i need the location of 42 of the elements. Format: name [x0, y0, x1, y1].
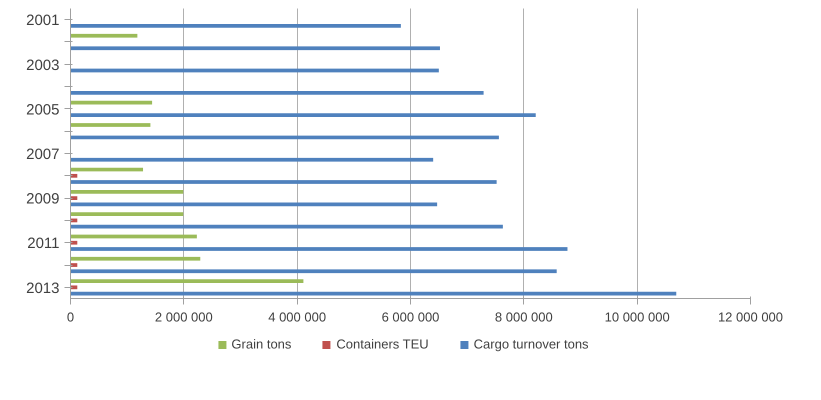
bar — [70, 190, 184, 194]
bar — [70, 234, 197, 238]
x-tick-label: 0 — [66, 310, 74, 324]
legend-label: Containers TEU — [336, 336, 429, 352]
bar — [70, 218, 78, 222]
bar — [70, 292, 676, 296]
bar — [70, 123, 150, 127]
y-tick-label: 2009 — [26, 190, 60, 208]
y-tick-label: 2001 — [26, 12, 60, 30]
bar — [70, 269, 557, 274]
x-tick-label: 12 000 000 — [718, 310, 784, 324]
bar — [70, 224, 503, 229]
bar — [70, 168, 144, 172]
x-tick-label: 8 000 000 — [494, 310, 553, 324]
y-tick-label: 2011 — [27, 235, 60, 252]
bar — [70, 196, 78, 200]
bar — [70, 100, 152, 105]
bar — [70, 46, 440, 50]
bar — [70, 256, 200, 261]
bar — [70, 212, 184, 216]
legend-label: Grain tons — [231, 336, 292, 352]
y-tick-label: 2005 — [26, 101, 60, 118]
x-tick-label: 10 000 000 — [604, 310, 670, 324]
x-tick-label: 4 000 000 — [268, 310, 326, 324]
bar — [70, 24, 401, 28]
y-tick-label: 2013 — [26, 280, 60, 297]
bar — [70, 34, 138, 38]
y-tick-label: 2007 — [26, 146, 60, 163]
legend-label: Cargo turnover tons — [474, 336, 589, 352]
bar — [70, 136, 499, 140]
bar — [70, 113, 536, 118]
bar — [70, 202, 438, 206]
bar — [70, 90, 484, 95]
bar — [70, 263, 78, 267]
bar — [70, 158, 434, 162]
x-tick-label: 6 000 000 — [382, 310, 440, 324]
x-tick-label: 2 000 000 — [154, 310, 213, 324]
bar — [70, 247, 568, 251]
bar — [70, 279, 304, 283]
y-tick-label: 2003 — [26, 56, 60, 74]
bar — [70, 180, 497, 184]
bar — [70, 68, 439, 72]
